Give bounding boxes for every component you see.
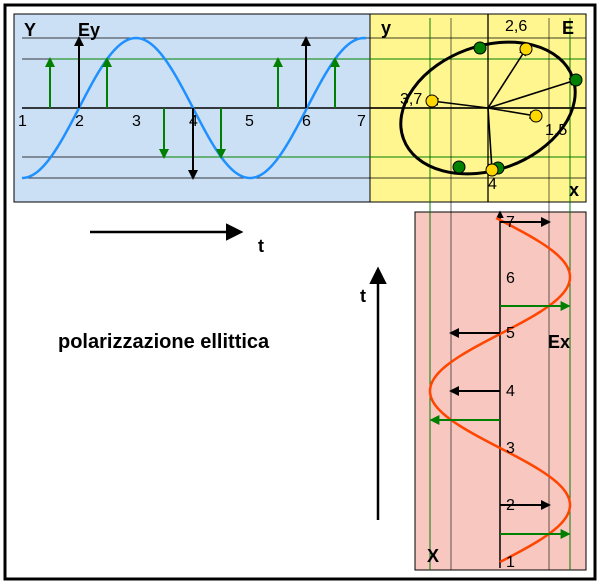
label-ex: Ex — [548, 332, 570, 352]
ellipse-dot-label: 1,5 — [545, 122, 567, 139]
ex-tick: 3 — [506, 440, 515, 457]
ex-tick: 2 — [506, 497, 515, 514]
ey-tick: 6 — [302, 113, 311, 130]
ellipse-dot-label: 4 — [488, 176, 497, 193]
ey-tick: 7 — [357, 113, 366, 130]
ellipse-dot-label: 3,7 — [400, 91, 422, 108]
ex-tick: 7 — [506, 214, 515, 231]
label-t-vert: t — [360, 286, 366, 306]
label-x-axis: x — [569, 180, 579, 200]
label-y-axis: y — [381, 18, 391, 38]
ex-tick: 6 — [506, 270, 515, 287]
ey-tick: 5 — [245, 113, 254, 130]
label-y-panel: Y — [24, 20, 36, 40]
caption: polarizzazione ellittica — [58, 331, 270, 353]
label-t-horiz: t — [258, 236, 264, 256]
ellipse-dot-label: 2,6 — [505, 18, 527, 35]
ellipse-dot-yellow — [426, 95, 438, 107]
ey-tick: 4 — [189, 113, 198, 130]
ellipse-dot-green — [474, 42, 486, 54]
ey-tick: 3 — [132, 113, 141, 130]
ellipse-dot-yellow — [486, 164, 498, 176]
ex-tick: 5 — [506, 325, 515, 342]
label-x-panel: X — [427, 546, 439, 566]
ey-tick: 1 — [18, 113, 27, 130]
ex-tick: 1 — [506, 554, 515, 571]
ellipse-dot-green — [453, 161, 465, 173]
label-e: E — [562, 18, 574, 38]
label-ey: Ey — [78, 20, 100, 40]
ellipse-dot-yellow — [530, 110, 542, 122]
ellipse-dot-yellow — [520, 43, 532, 55]
ex-tick: 4 — [506, 383, 515, 400]
ellipse-dot-green — [570, 74, 582, 86]
ey-tick: 2 — [75, 113, 84, 130]
